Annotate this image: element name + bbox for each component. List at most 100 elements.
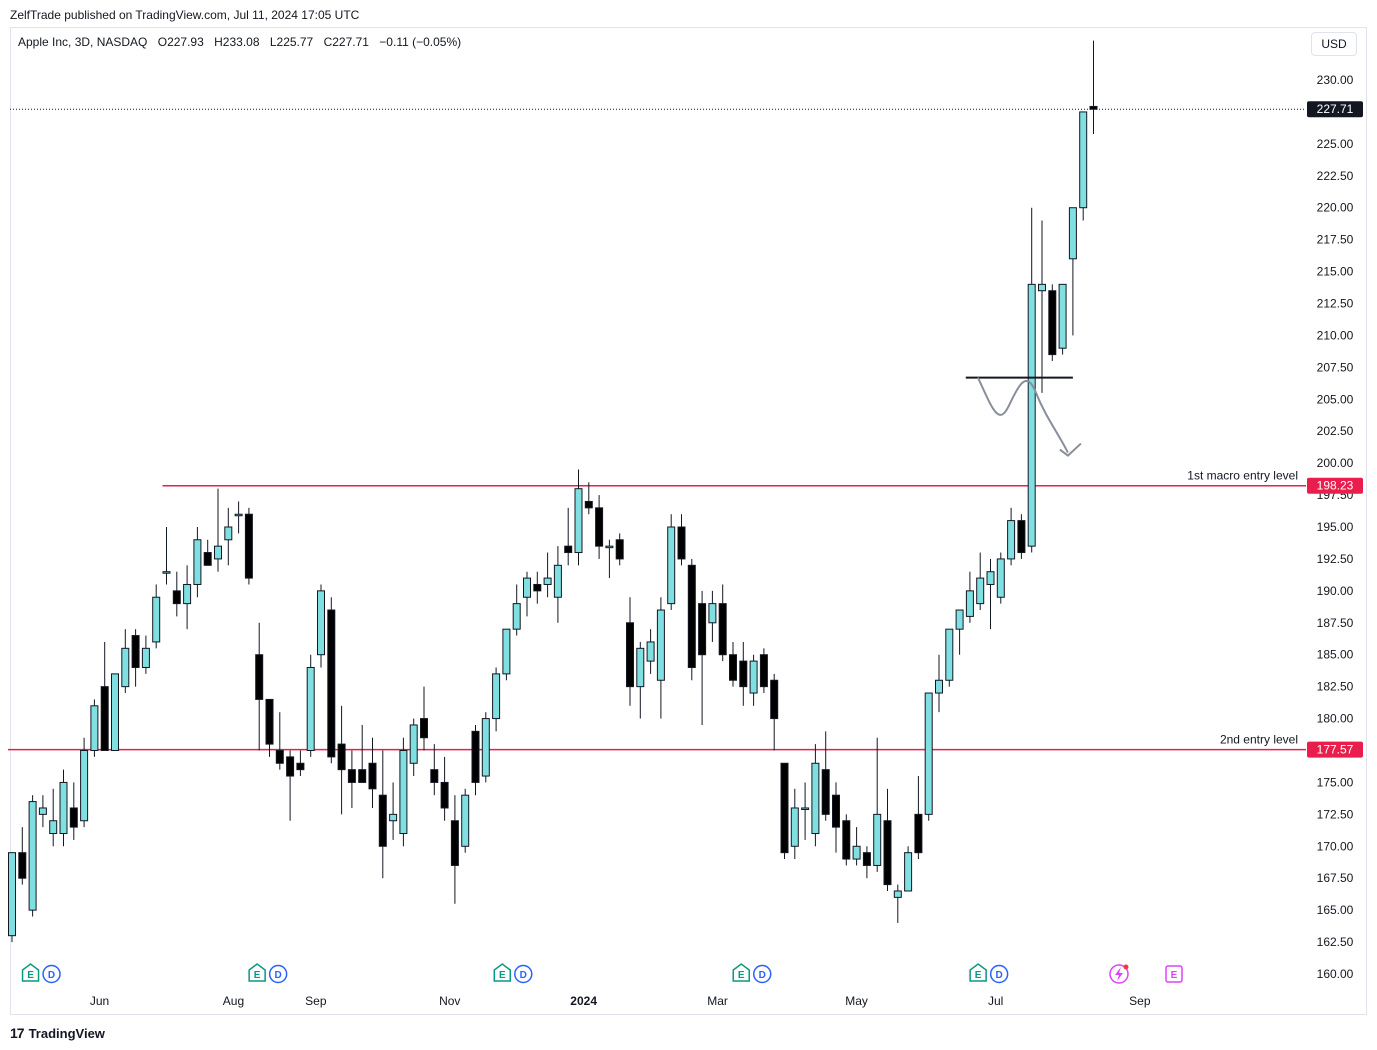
y-tick-label: 180.00 bbox=[1317, 712, 1354, 726]
dividend-icon[interactable]: D bbox=[514, 964, 533, 984]
candle bbox=[59, 769, 68, 847]
candle-body bbox=[461, 794, 470, 847]
level-price-tag bbox=[1307, 741, 1363, 758]
dividend-icon-shape bbox=[989, 964, 1009, 984]
earnings-icon[interactable]: E bbox=[248, 963, 266, 982]
earnings-icon[interactable]: E bbox=[732, 963, 750, 982]
dividend-icon[interactable]: D bbox=[752, 964, 772, 984]
candle bbox=[214, 488, 222, 572]
candle bbox=[152, 584, 161, 649]
candle-body bbox=[698, 603, 707, 656]
candle-body bbox=[481, 718, 490, 777]
candle-body bbox=[69, 807, 78, 828]
level-caption: 2nd entry level bbox=[1220, 733, 1298, 747]
future-earnings-shape bbox=[1165, 965, 1183, 983]
y-tick-label: 160.00 bbox=[1317, 967, 1354, 981]
currency-button[interactable]: USD bbox=[1311, 32, 1357, 56]
candle bbox=[1027, 207, 1036, 553]
candle bbox=[574, 469, 583, 566]
candle bbox=[852, 827, 861, 866]
candle-body bbox=[90, 705, 99, 751]
candle-body bbox=[80, 750, 89, 822]
last-price-label: 227.71 bbox=[1317, 102, 1354, 116]
candle bbox=[698, 590, 707, 725]
candle bbox=[131, 629, 140, 687]
earnings-icon[interactable]: E bbox=[21, 963, 40, 982]
candle-body bbox=[8, 852, 16, 937]
candle bbox=[584, 482, 593, 515]
dividend-icon[interactable]: D bbox=[989, 964, 1009, 984]
candle-body bbox=[183, 583, 192, 605]
candle-body bbox=[615, 539, 624, 560]
candle bbox=[275, 712, 284, 770]
candle bbox=[111, 673, 119, 751]
candle bbox=[749, 654, 758, 706]
candle-body bbox=[821, 769, 830, 815]
y-tick-label: 225.00 bbox=[1317, 137, 1354, 151]
dividend-icon-shape bbox=[514, 964, 533, 984]
future-earnings-letter: E bbox=[1171, 970, 1178, 981]
candle-body bbox=[780, 762, 789, 854]
earnings-icon-shape bbox=[969, 963, 987, 982]
candle bbox=[461, 788, 470, 853]
candle-body bbox=[1079, 111, 1088, 209]
y-tick-label: 207.50 bbox=[1317, 360, 1354, 374]
dividend-icon-letter: D bbox=[996, 970, 1003, 981]
candle-body bbox=[677, 526, 686, 560]
candle-body bbox=[306, 666, 315, 751]
candle bbox=[687, 558, 696, 681]
candle bbox=[80, 737, 89, 828]
publisher-caption: ZelfTrade published on TradingView.com, … bbox=[10, 8, 360, 22]
candle-body bbox=[203, 552, 212, 566]
candle-body bbox=[368, 762, 377, 790]
candle bbox=[945, 628, 954, 687]
candle bbox=[8, 852, 16, 943]
candle-body bbox=[955, 609, 964, 630]
candle bbox=[615, 533, 624, 566]
candle bbox=[729, 641, 737, 687]
dividend-icon-shape bbox=[42, 964, 61, 984]
candle-body bbox=[265, 698, 274, 745]
candle bbox=[90, 699, 99, 757]
candle bbox=[935, 654, 943, 713]
candle bbox=[399, 737, 408, 847]
candle bbox=[770, 673, 779, 751]
y-tick-label: 167.50 bbox=[1317, 871, 1354, 885]
candle-body bbox=[111, 673, 119, 751]
earnings-icon[interactable]: E bbox=[969, 963, 987, 982]
candle bbox=[389, 782, 398, 840]
candle bbox=[1048, 284, 1057, 361]
candle bbox=[595, 495, 604, 559]
candle bbox=[667, 514, 676, 611]
last-price-tag bbox=[1307, 101, 1363, 118]
future-earnings-icon[interactable]: E bbox=[1165, 965, 1183, 983]
earnings-icon-shape bbox=[493, 963, 512, 982]
candle bbox=[862, 846, 871, 879]
candle bbox=[893, 884, 902, 923]
candle bbox=[420, 686, 428, 751]
earnings-icon-shape bbox=[21, 963, 40, 982]
dividend-icon[interactable]: D bbox=[42, 964, 61, 984]
candle-body bbox=[492, 673, 501, 720]
earnings-icon-letter: E bbox=[27, 970, 34, 981]
candle-body bbox=[656, 609, 665, 681]
candle-body bbox=[214, 545, 222, 560]
candle-body bbox=[770, 679, 779, 720]
candle bbox=[121, 629, 130, 694]
dividend-icon[interactable]: D bbox=[268, 964, 288, 984]
lightning-icon bbox=[1115, 967, 1123, 981]
candle bbox=[306, 654, 315, 757]
level-price-label: 198.23 bbox=[1317, 479, 1354, 493]
candle bbox=[924, 692, 933, 821]
y-tick-label: 165.00 bbox=[1317, 903, 1354, 917]
earnings-icon[interactable]: E bbox=[493, 963, 512, 982]
candle-body bbox=[378, 794, 387, 847]
candle bbox=[821, 731, 830, 821]
candle bbox=[718, 584, 727, 662]
candle-body bbox=[255, 654, 264, 700]
candle-body bbox=[152, 596, 161, 643]
candle-body bbox=[667, 526, 676, 605]
split-icon[interactable] bbox=[1109, 964, 1129, 984]
candle-body bbox=[646, 641, 655, 662]
